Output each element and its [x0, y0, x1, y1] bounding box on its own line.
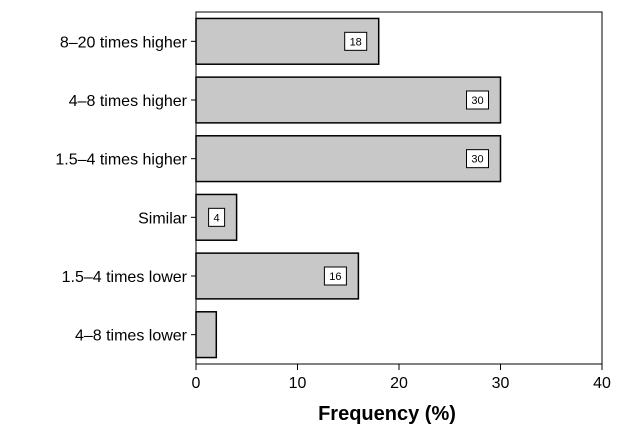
x-tick-label: 40 — [593, 375, 611, 392]
y-tick-label: 4–8 times lower — [75, 328, 188, 345]
y-tick-label: 8–20 times higher — [60, 34, 188, 51]
data-label: 30 — [466, 90, 489, 110]
data-label-text: 30 — [471, 154, 483, 166]
data-label-box — [344, 31, 368, 51]
bar-2 — [195, 76, 502, 124]
bars-layer — [195, 17, 502, 359]
x-tick-label: 0 — [192, 375, 201, 392]
data-label-box — [323, 266, 347, 286]
y-tick-label: Similar — [138, 210, 188, 227]
data-label-box — [208, 207, 226, 227]
y-tick-label: 1.5–4 times lower — [62, 269, 188, 286]
bar-6 — [195, 311, 218, 359]
data-label-box — [466, 149, 489, 169]
bar-3 — [195, 135, 502, 183]
data-label-text: 16 — [329, 271, 341, 283]
data-label-text: 18 — [350, 36, 362, 48]
y-tick-label: 1.5–4 times higher — [55, 152, 187, 169]
data-label: 30 — [466, 149, 489, 169]
x-axis-title: Frequency (%) — [318, 403, 456, 425]
data-label-text: 4 — [214, 212, 220, 224]
y-tick-label: 4–8 times higher — [69, 93, 188, 110]
x-tick-label: 30 — [492, 375, 510, 392]
data-label: 16 — [323, 266, 347, 286]
x-tick-label: 20 — [390, 375, 408, 392]
data-label-box — [466, 90, 489, 110]
data-label-text: 30 — [471, 95, 483, 107]
data-label: 18 — [344, 31, 368, 51]
data-labels-layer: 18 30 30 4 16 — [208, 31, 489, 286]
x-axis: 0 10 20 30 40 — [192, 364, 611, 392]
data-label: 4 — [208, 207, 226, 227]
y-axis: 8–20 times higher 4–8 times higher 1.5–4 t… — [55, 34, 196, 345]
x-tick-label: 10 — [289, 375, 307, 392]
